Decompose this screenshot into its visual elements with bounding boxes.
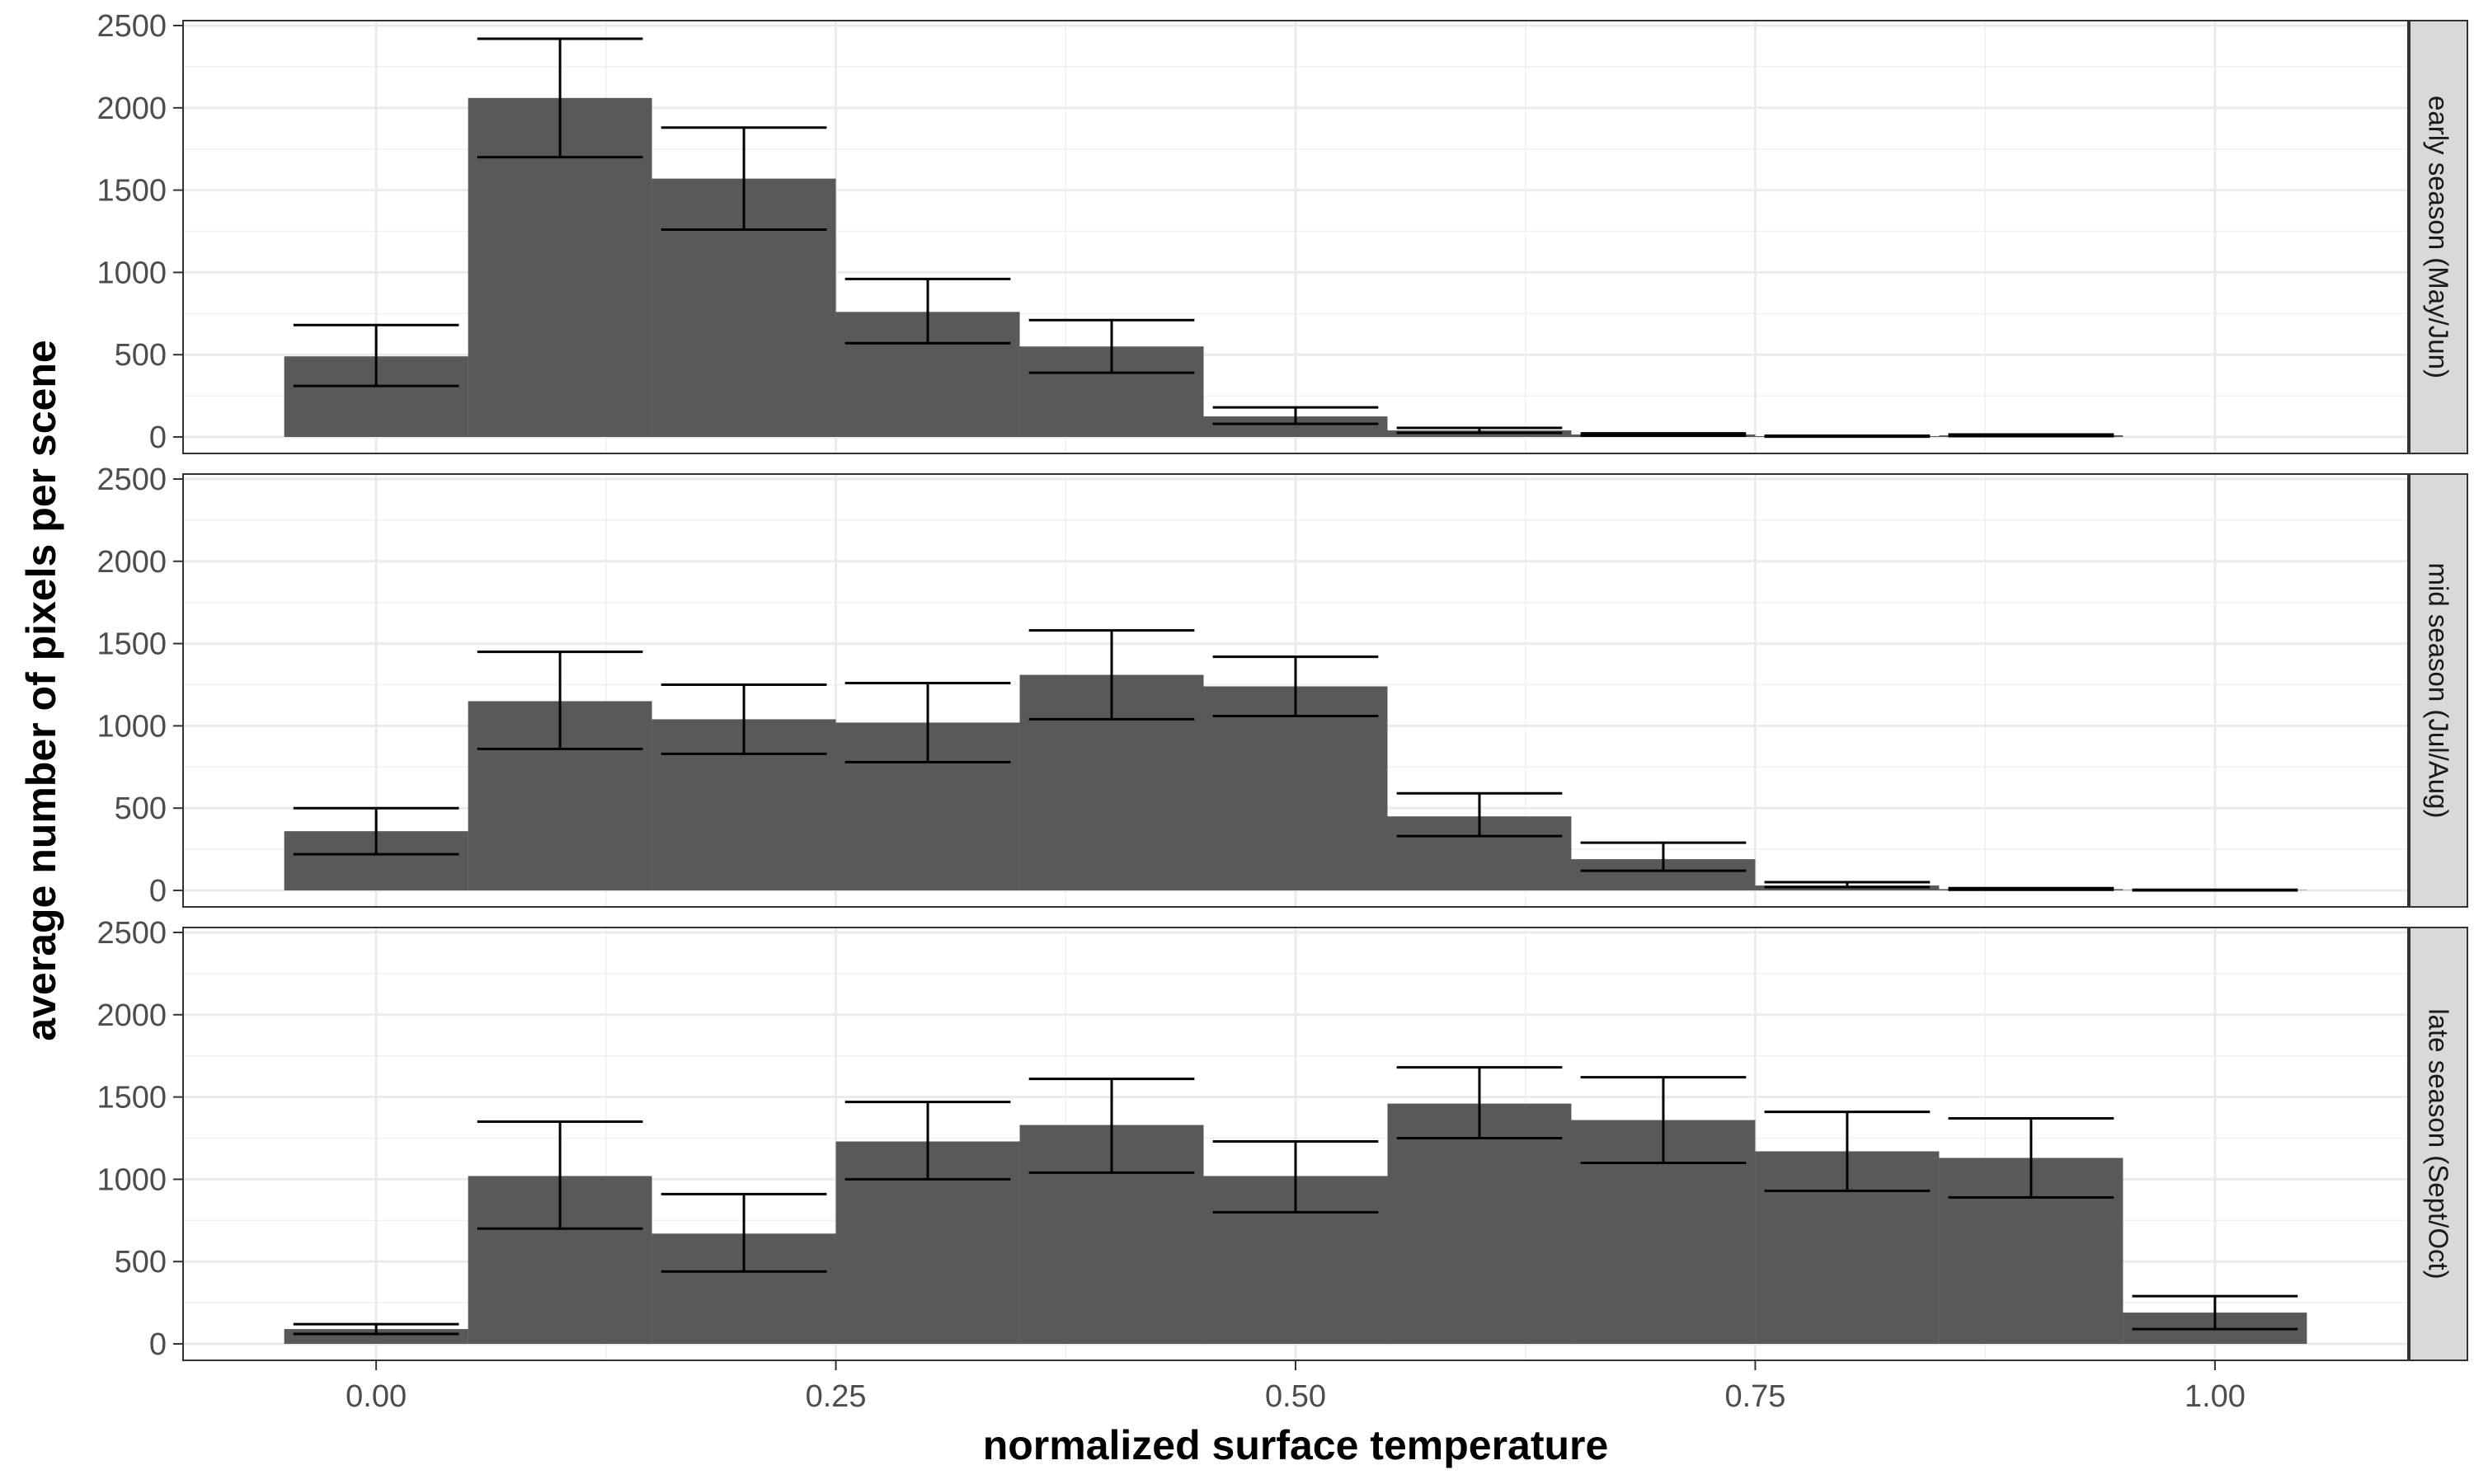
- facet-panel-1: 0 500 1000 1500 2000 2500 early season (May/Ju…: [96, 9, 2468, 455]
- y-tick-label: 2500: [96, 9, 167, 44]
- y-tick-label: 0: [149, 874, 167, 909]
- y-tick-label: 500: [115, 791, 167, 826]
- error-bar: [1764, 1111, 1931, 1192]
- y-tick-label: 1000: [96, 709, 167, 744]
- histogram-bar: [1203, 686, 1388, 891]
- chart-panels: 0 500 1000 1500 2000 2500 early season (May/Ju…: [96, 9, 2468, 1362]
- error-bar: [1212, 1140, 1379, 1214]
- error-bar: [1212, 406, 1379, 425]
- x-tick-label: 0.50: [1265, 1379, 1326, 1414]
- y-tick-label: 0: [149, 1327, 167, 1362]
- panel-border: [182, 20, 2409, 454]
- y-axis-title: average number of pixels per scene: [18, 340, 64, 1040]
- error-bar: [1580, 841, 1747, 872]
- facet-strip: [2409, 927, 2468, 1361]
- y-tick-label: 2500: [96, 463, 167, 497]
- error-bar: [1028, 318, 1195, 374]
- x-tick-label: 0.25: [806, 1379, 867, 1414]
- histogram-bar: [1387, 1103, 1572, 1345]
- y-tick-label: 1000: [96, 256, 167, 290]
- error-bar: [477, 650, 643, 750]
- facet-panel-3: 0 500 1000 1500 2000 2500 late season (Sept/Oc…: [96, 916, 2468, 1362]
- error-bar: [1948, 433, 2114, 438]
- error-bar: [293, 1322, 459, 1336]
- y-tick-label: 1500: [96, 174, 167, 209]
- error-bar: [293, 806, 459, 856]
- y-tick-label: 500: [115, 338, 167, 373]
- error-bar: [1028, 629, 1195, 721]
- facet-strip: [2409, 473, 2468, 908]
- y-tick-label: 2500: [96, 916, 167, 951]
- error-bar: [1212, 655, 1379, 717]
- facet-strip-label: early season (May/Jun): [2424, 96, 2454, 378]
- error-bar: [1948, 1117, 2114, 1199]
- error-bar: [477, 1120, 643, 1230]
- error-bar: [1580, 1076, 1747, 1164]
- error-bar: [661, 1192, 827, 1273]
- error-bar: [293, 323, 459, 387]
- y-tick-label: 1000: [96, 1162, 167, 1197]
- y-tick-label: 2000: [96, 998, 167, 1033]
- error-bar: [2132, 1294, 2298, 1331]
- error-bar: [1396, 1066, 1563, 1140]
- x-tick-label: 1.00: [2185, 1379, 2246, 1414]
- y-tick-label: 500: [115, 1245, 167, 1280]
- error-bar: [661, 683, 827, 755]
- y-tick-label: 2000: [96, 545, 167, 580]
- x-axis-title: normalized surface temperature: [983, 1422, 1609, 1468]
- error-bar: [1028, 1078, 1195, 1174]
- y-tick-label: 1500: [96, 1081, 167, 1115]
- facet-panel-2: 0 500 1000 1500 2000 2500 mid season (Jul/Aug): [96, 463, 2468, 909]
- error-bar: [1396, 791, 1563, 838]
- facet-strip: [2409, 20, 2468, 454]
- panel-border: [182, 473, 2409, 908]
- error-bar: [477, 37, 643, 159]
- y-tick-label: 2000: [96, 92, 167, 126]
- error-bar: [844, 1101, 1011, 1181]
- y-tick-label: 1500: [96, 627, 167, 662]
- x-tick-label: 0.00: [346, 1379, 407, 1414]
- facet-strip-label: late season (Sept/Oct): [2424, 1008, 2454, 1279]
- error-bar: [844, 277, 1011, 345]
- x-tick-label: 0.75: [1724, 1379, 1785, 1414]
- x-axis: 0.00 0.25 0.50 0.75 1.00: [346, 1360, 2246, 1414]
- error-bar: [1580, 432, 1747, 437]
- y-tick-label: 0: [149, 420, 167, 455]
- facet-strip-label: mid season (Jul/Aug): [2424, 563, 2454, 819]
- error-bar: [1948, 886, 2114, 891]
- error-bar: [1396, 426, 1563, 434]
- error-bar: [844, 682, 1011, 763]
- error-bar: [1764, 434, 1931, 439]
- error-bar: [661, 126, 827, 232]
- error-bar: [1764, 881, 1931, 889]
